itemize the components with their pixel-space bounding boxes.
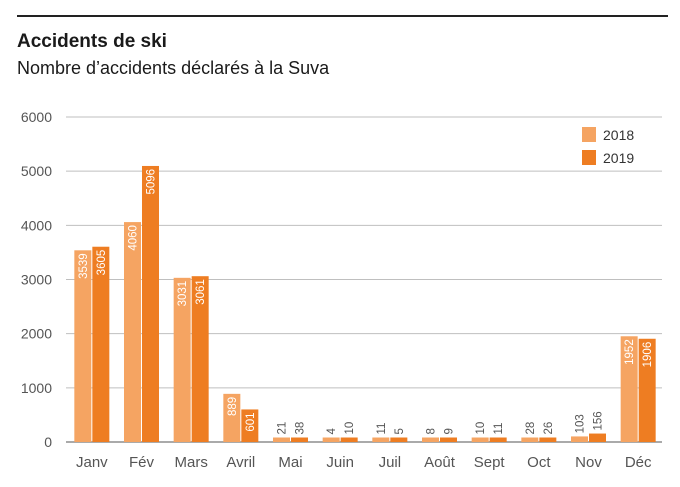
bar-2019 bbox=[142, 165, 159, 442]
data-label: 9 bbox=[444, 428, 456, 434]
x-tick-label: Août bbox=[424, 454, 456, 471]
bar-2019 bbox=[241, 409, 259, 442]
data-label: 3031 bbox=[177, 281, 189, 307]
data-label: 10 bbox=[475, 422, 487, 435]
data-label: 28 bbox=[525, 422, 537, 435]
y-tick-label: 1000 bbox=[21, 380, 52, 396]
bar-2018 bbox=[273, 437, 290, 442]
top-rule bbox=[17, 15, 668, 17]
bar-2018 bbox=[223, 393, 241, 442]
legend-label-2018: 2018 bbox=[603, 127, 634, 143]
bar-2018 bbox=[124, 222, 141, 442]
data-label: 26 bbox=[543, 422, 555, 435]
bar-2018 bbox=[173, 277, 191, 442]
bar-2018 bbox=[571, 436, 588, 442]
data-label: 11 bbox=[493, 423, 505, 435]
bar-2019 bbox=[638, 338, 656, 442]
x-tick-label: Avril bbox=[226, 454, 255, 471]
x-tick-label: Mars bbox=[174, 454, 207, 471]
bar-2019 bbox=[390, 437, 408, 442]
x-tick-label: Fév bbox=[129, 454, 155, 471]
x-tick-label: Déc bbox=[625, 454, 652, 471]
bar-2018 bbox=[620, 336, 638, 442]
bar-2019 bbox=[539, 437, 557, 442]
bar-2019 bbox=[92, 246, 110, 442]
data-label: 103 bbox=[575, 414, 587, 433]
y-tick-label: 0 bbox=[44, 434, 52, 450]
data-label: 10 bbox=[344, 422, 356, 435]
x-tick-label: Janv bbox=[76, 454, 108, 471]
bar-2019 bbox=[291, 437, 308, 442]
bar-2018 bbox=[422, 437, 439, 442]
data-label: 4 bbox=[326, 428, 338, 435]
y-tick-label: 4000 bbox=[21, 217, 52, 233]
y-tick-label: 3000 bbox=[21, 272, 52, 288]
bar-2018 bbox=[74, 250, 92, 442]
y-tick-label: 2000 bbox=[21, 326, 52, 342]
bar-2019 bbox=[489, 437, 507, 442]
legend-label-2019: 2019 bbox=[603, 150, 634, 166]
data-label: 8 bbox=[426, 428, 438, 434]
data-label: 1952 bbox=[624, 339, 636, 365]
x-tick-label: Nov bbox=[575, 454, 602, 471]
data-label: 3605 bbox=[96, 250, 108, 276]
data-label: 5096 bbox=[146, 169, 158, 195]
bar-2019 bbox=[340, 437, 358, 442]
data-label: 38 bbox=[295, 422, 307, 435]
legend-swatch-2019 bbox=[582, 150, 596, 165]
data-label: 601 bbox=[245, 412, 257, 431]
data-label: 3061 bbox=[195, 279, 207, 305]
data-label: 5 bbox=[394, 428, 406, 434]
bar-2018 bbox=[471, 437, 489, 442]
bar-2019 bbox=[191, 276, 209, 442]
x-tick-label: Juil bbox=[379, 454, 402, 471]
x-tick-label: Oct bbox=[527, 454, 551, 471]
bar-2018 bbox=[521, 437, 539, 442]
data-label: 3539 bbox=[78, 253, 90, 279]
bar-2019 bbox=[589, 433, 606, 442]
x-tick-label: Mai bbox=[278, 454, 302, 471]
data-label: 889 bbox=[227, 397, 239, 416]
y-tick-label: 5000 bbox=[21, 163, 52, 179]
data-label: 11 bbox=[376, 423, 388, 435]
legend-swatch-2018 bbox=[582, 127, 596, 142]
chart-subtitle: Nombre d’accidents déclarés à la Suva bbox=[17, 58, 330, 78]
x-tick-label: Sept bbox=[474, 454, 506, 471]
bar-2018 bbox=[322, 437, 340, 442]
y-tick-label: 6000 bbox=[21, 109, 52, 125]
chart-title: Accidents de ski bbox=[17, 31, 167, 52]
data-label: 156 bbox=[593, 411, 605, 430]
data-label: 4060 bbox=[128, 225, 140, 251]
data-label: 21 bbox=[277, 422, 289, 435]
x-tick-label: Juin bbox=[326, 454, 354, 471]
bar-2018 bbox=[372, 437, 390, 442]
bar-2019 bbox=[440, 437, 457, 442]
data-label: 1906 bbox=[642, 342, 654, 368]
